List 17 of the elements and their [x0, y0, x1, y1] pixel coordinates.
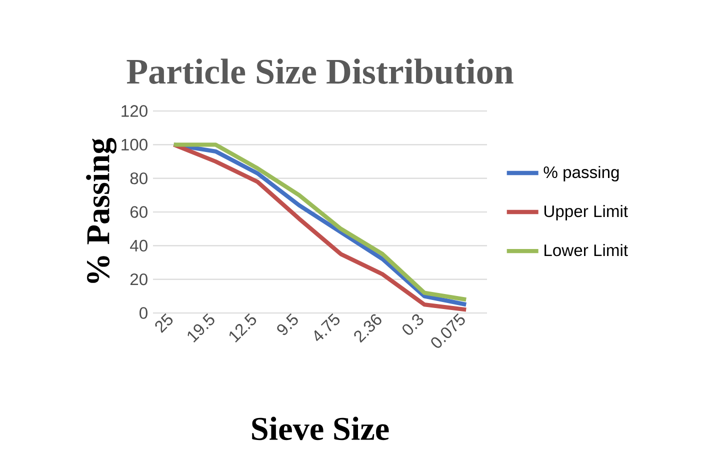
y-tick-label: 60 [130, 206, 148, 218]
x-tick-label: 0.3 [402, 314, 424, 335]
legend-label: % passing [544, 166, 619, 182]
y-tick-label: 20 [130, 273, 148, 286]
x-tick-label: 25 [155, 313, 173, 333]
y-axis-title: % Passing [86, 138, 116, 283]
x-tick-label: 9.5 [277, 313, 298, 336]
chart-title: Particle Size Distribution [126, 58, 514, 84]
y-tick-label: 40 [130, 240, 148, 252]
x-tick-label: 4.75 [314, 313, 340, 342]
legend-label: Upper Limit [544, 204, 628, 220]
y-tick-label: 100 [122, 138, 148, 151]
y-tick-label: 0 [140, 307, 148, 319]
y-tick-label: 120 [122, 105, 148, 117]
legend-label: Lower Limit [544, 244, 628, 256]
x-axis-title: Sieve Size [252, 416, 389, 440]
y-tick-label: 80 [130, 172, 148, 184]
